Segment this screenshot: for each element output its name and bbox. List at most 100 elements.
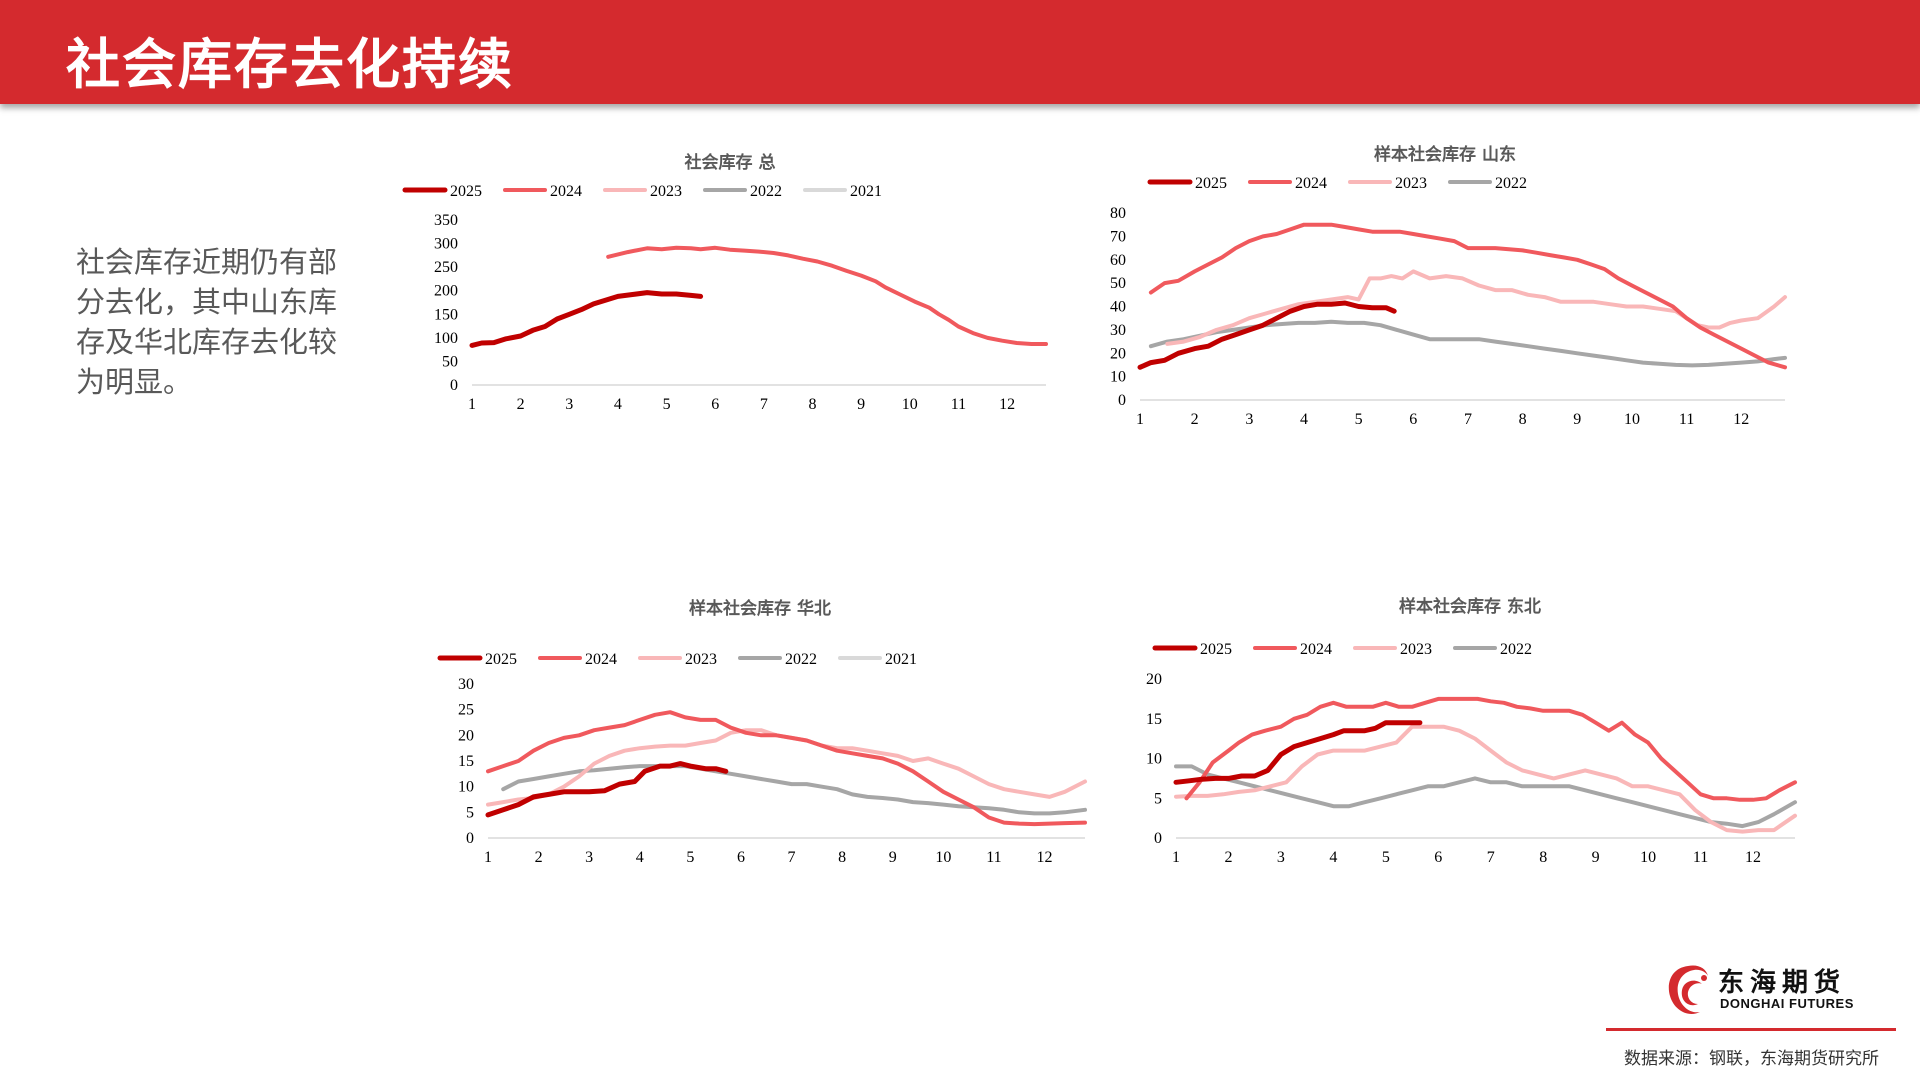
y-tick-label: 60 — [1110, 252, 1126, 269]
x-tick-label: 12 — [1733, 411, 1749, 428]
y-tick-label: 15 — [1146, 711, 1162, 728]
chart-title: 社会库存 总 — [684, 152, 776, 173]
y-tick-label: 70 — [1110, 228, 1126, 245]
x-tick-label: 2 — [1224, 849, 1232, 866]
x-tick-label: 4 — [614, 396, 622, 413]
y-tick-label: 30 — [1110, 322, 1126, 339]
x-tick-label: 11 — [1693, 849, 1708, 866]
legend-label-2024: 2024 — [1295, 175, 1327, 192]
series-line-2024 — [1184, 696, 1797, 802]
x-tick-label: 12 — [1037, 849, 1053, 866]
x-tick-label: 8 — [1519, 411, 1527, 428]
y-tick-label: 350 — [434, 212, 458, 229]
x-tick-label: 9 — [1592, 849, 1600, 866]
series-line-2022 — [1174, 764, 1797, 829]
legend-label-2024: 2024 — [1300, 641, 1332, 658]
y-tick-label: 20 — [1146, 671, 1162, 688]
y-tick-label: 80 — [1110, 205, 1126, 222]
x-tick-label: 7 — [1464, 411, 1472, 428]
data-source: 数据来源：钢联，东海期货研究所 — [1624, 1049, 1879, 1069]
y-tick-label: 5 — [466, 804, 474, 821]
legend-label-2023: 2023 — [650, 183, 682, 200]
x-tick-label: 8 — [1539, 849, 1547, 866]
x-tick-label: 6 — [711, 396, 719, 413]
series-line-2025 — [485, 761, 729, 818]
x-tick-label: 10 — [1624, 411, 1640, 428]
chart-title: 样本社会库存 山东 — [1374, 144, 1516, 165]
x-tick-label: 10 — [1640, 849, 1656, 866]
y-tick-label: 100 — [434, 330, 458, 347]
x-tick-label: 3 — [585, 849, 593, 866]
y-tick-label: 0 — [1154, 830, 1162, 847]
series-line-2025 — [469, 290, 704, 348]
x-tick-label: 2 — [535, 849, 543, 866]
y-tick-label: 300 — [434, 236, 458, 253]
legend-label-2024: 2024 — [585, 651, 617, 668]
series-line-2024 — [1148, 222, 1787, 370]
x-tick-label: 11 — [951, 396, 966, 413]
series-line-2023 — [1174, 724, 1797, 834]
x-tick-label: 6 — [1409, 411, 1417, 428]
x-tick-label: 11 — [1679, 411, 1694, 428]
legend-label-2025: 2025 — [450, 183, 482, 200]
x-tick-label: 10 — [902, 396, 918, 413]
x-tick-label: 11 — [986, 849, 1001, 866]
x-tick-label: 6 — [737, 849, 745, 866]
x-tick-label: 9 — [857, 396, 865, 413]
logo-chinese-name: 东海期货 — [1718, 968, 1847, 998]
x-tick-label: 5 — [1355, 411, 1363, 428]
legend-label-2025: 2025 — [485, 651, 517, 668]
legend-label-2022: 2022 — [1500, 641, 1532, 658]
footer-divider — [1606, 1028, 1896, 1031]
legend-label-2022: 2022 — [750, 183, 782, 200]
x-tick-label: 10 — [935, 849, 951, 866]
y-tick-label: 15 — [458, 753, 474, 770]
y-tick-label: 10 — [458, 779, 474, 796]
x-tick-label: 7 — [788, 849, 796, 866]
page-title: 社会库存去化持续 — [66, 33, 514, 96]
y-tick-label: 30 — [458, 676, 474, 693]
chart-title: 样本社会库存 华北 — [689, 598, 831, 619]
y-tick-label: 150 — [434, 306, 458, 323]
y-tick-label: 50 — [442, 353, 458, 370]
x-tick-label: 4 — [1329, 849, 1337, 866]
x-tick-label: 7 — [1487, 849, 1495, 866]
chart-total-inventory: 社会库存 总 2025 2024 2023 2022 2021 0 50 100 150 200 25… — [400, 140, 1050, 510]
x-tick-label: 4 — [636, 849, 644, 866]
y-tick-label: 5 — [1154, 790, 1162, 807]
x-tick-label: 5 — [1382, 849, 1390, 866]
legend-label-2023: 2023 — [1395, 175, 1427, 192]
x-tick-label: 5 — [686, 849, 694, 866]
series-line-2025 — [1173, 720, 1423, 785]
x-tick-label: 1 — [1172, 849, 1180, 866]
y-tick-label: 50 — [1110, 275, 1126, 292]
chart-shandong-inventory: 样本社会库存 山东 2025 2024 2023 2022 0 10 20 30 40 50 60 70… — [1085, 135, 1805, 530]
x-tick-label: 2 — [517, 396, 525, 413]
y-tick-label: 40 — [1110, 299, 1126, 316]
y-tick-label: 0 — [466, 830, 474, 847]
series-line-2022 — [1148, 319, 1787, 368]
x-tick-label: 6 — [1434, 849, 1442, 866]
x-tick-label: 7 — [760, 396, 768, 413]
legend-label-2021: 2021 — [850, 183, 882, 200]
y-tick-label: 10 — [1110, 369, 1126, 386]
legend-label-2025: 2025 — [1200, 641, 1232, 658]
y-tick-label: 0 — [450, 377, 458, 394]
x-tick-label: 12 — [999, 396, 1015, 413]
y-tick-label: 25 — [458, 702, 474, 719]
x-tick-label: 2 — [1191, 411, 1199, 428]
legend-label-2021: 2021 — [885, 651, 917, 668]
legend-label-2022: 2022 — [785, 651, 817, 668]
chart-title: 样本社会库存 东北 — [1399, 596, 1541, 617]
series-line-2022 — [501, 764, 1087, 816]
x-tick-label: 8 — [838, 849, 846, 866]
legend-label-2022: 2022 — [1495, 175, 1527, 192]
legend-label-2025: 2025 — [1195, 175, 1227, 192]
x-tick-label: 4 — [1300, 411, 1308, 428]
y-tick-label: 20 — [458, 727, 474, 744]
company-logo: 东海期货 DONGHAI FUTURES — [1660, 960, 1880, 1030]
series-line-2024 — [606, 245, 1048, 346]
